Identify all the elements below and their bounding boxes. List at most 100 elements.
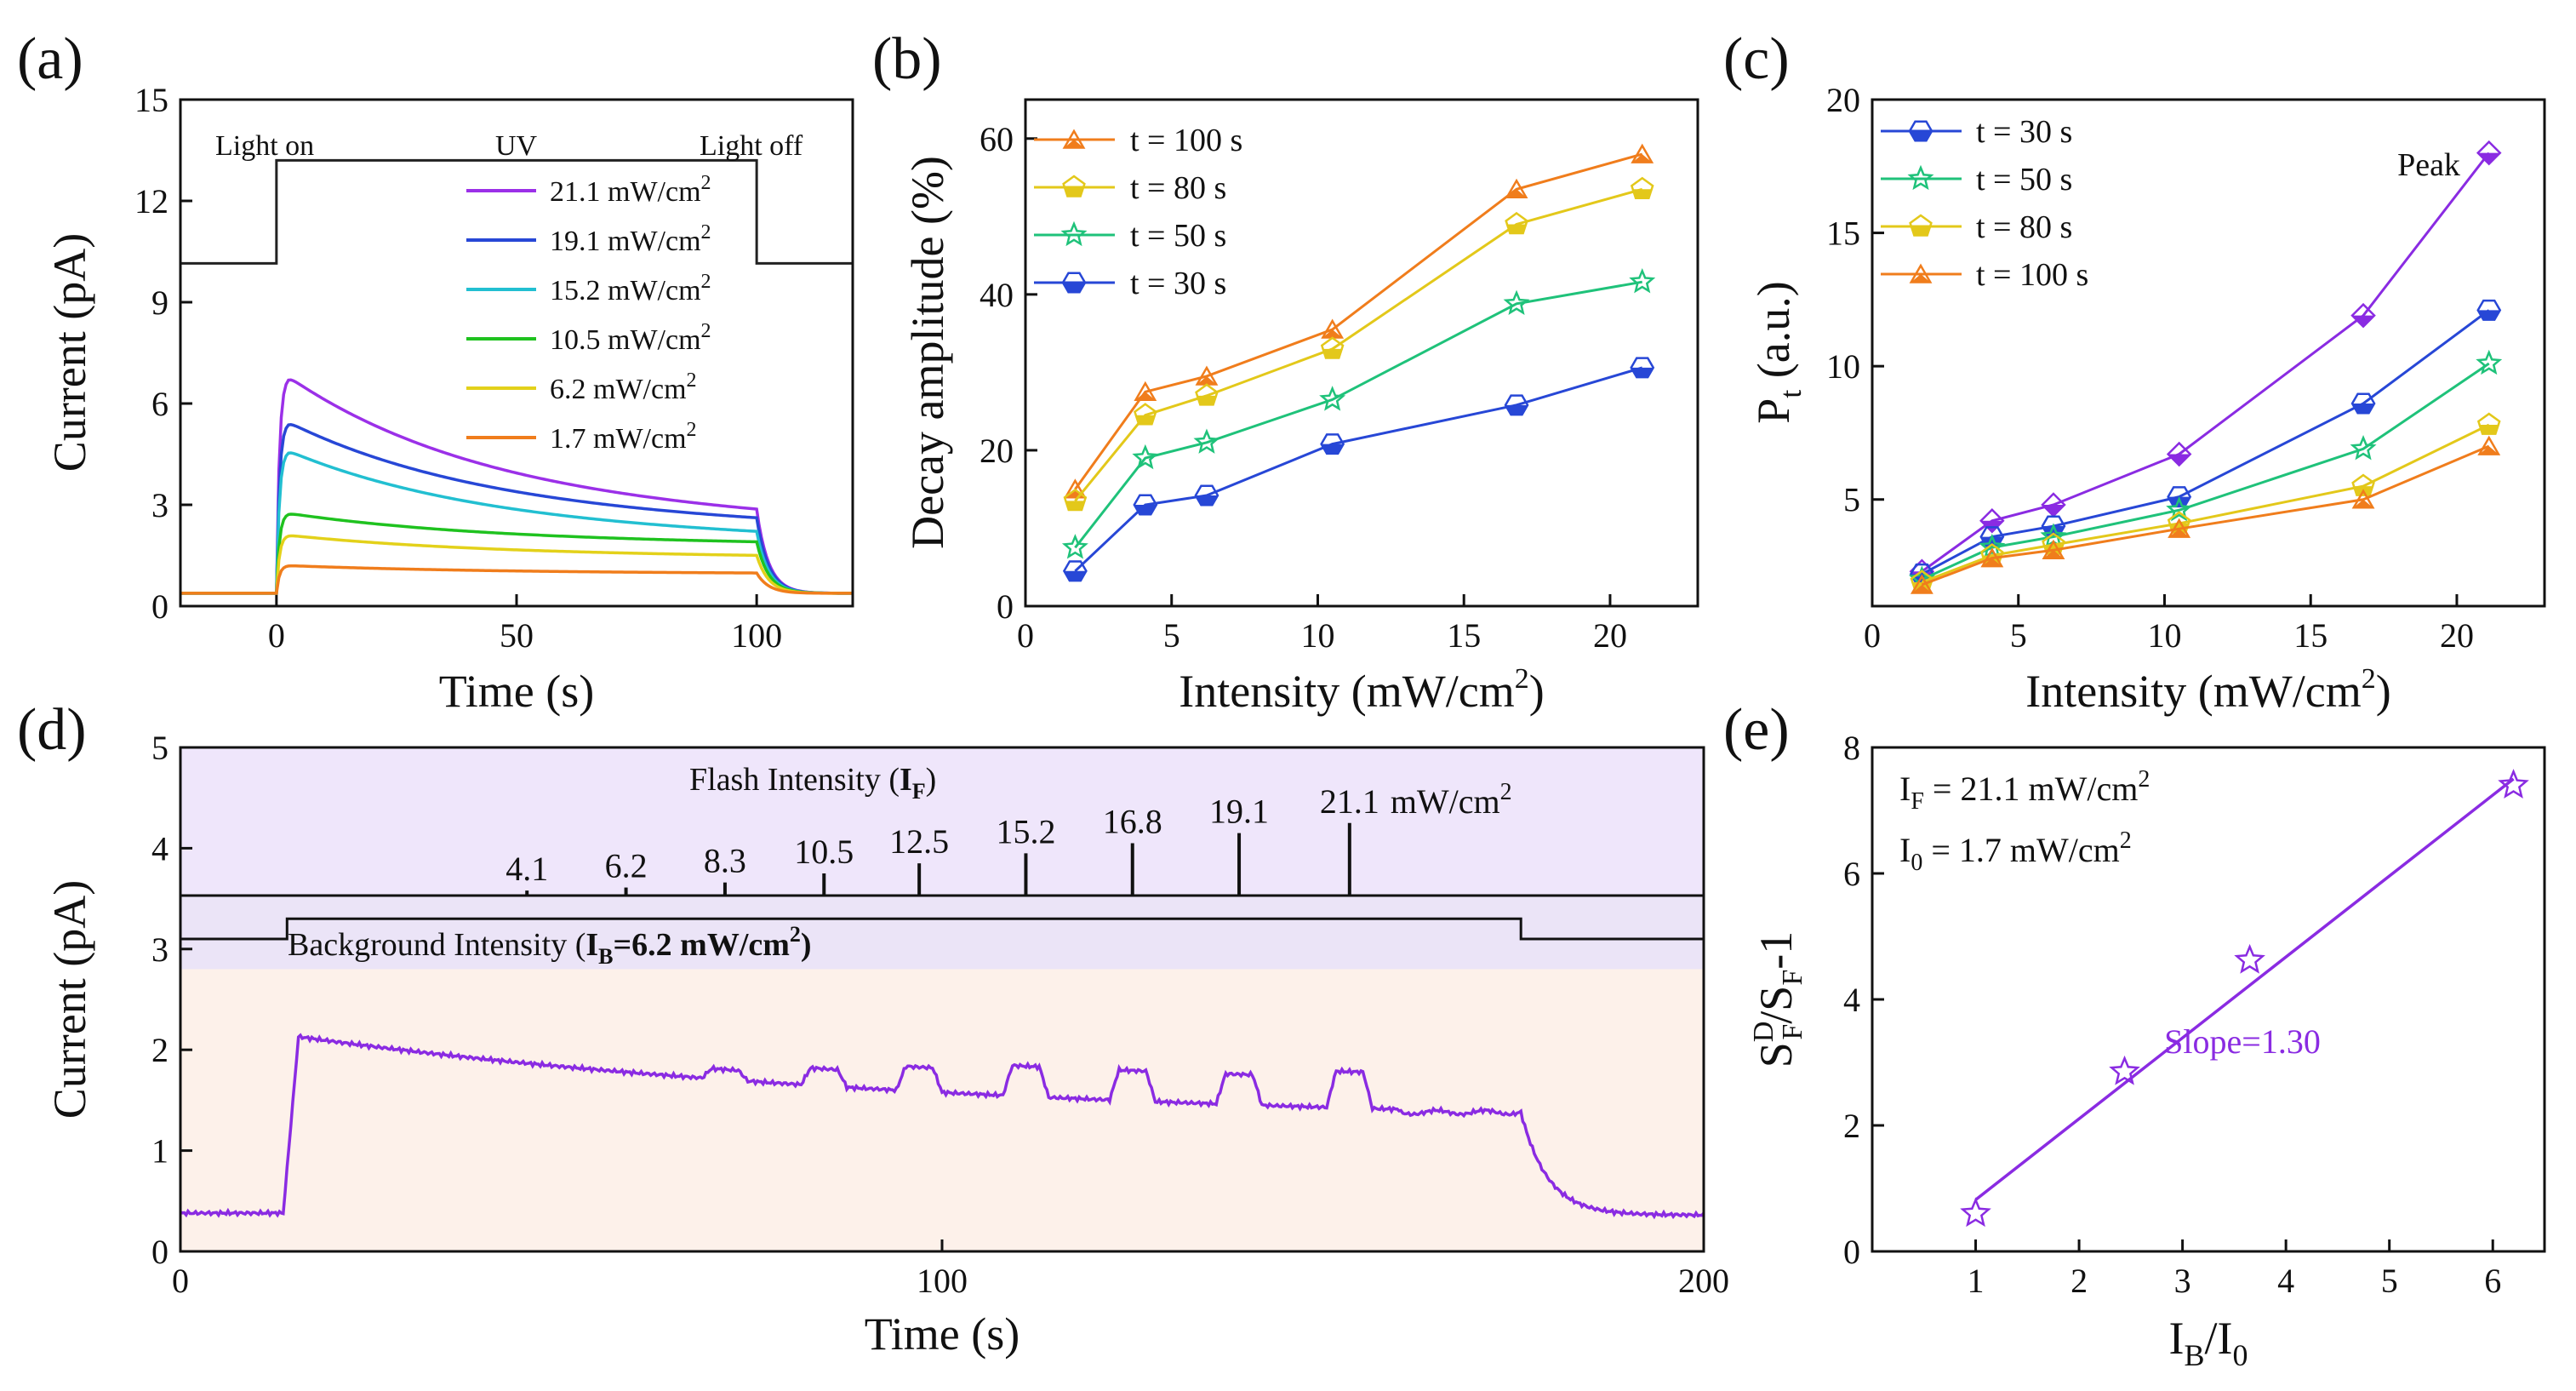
- panel-c-point-fill: [2169, 529, 2189, 537]
- panel-d-flash-label: 6.2: [605, 847, 648, 885]
- panel-c-point-fill: [1912, 584, 1932, 593]
- panel-b-xtick-label: 20: [1593, 616, 1627, 655]
- panel-c-legend-label: t = 30 s: [1976, 114, 2072, 150]
- panel-d-flash-label: 19.1: [1209, 793, 1269, 831]
- panel-d-flash-label: 16.8: [1103, 802, 1162, 840]
- panel-c-series-line: [1921, 423, 2490, 584]
- panel-b-point-fill: [1134, 505, 1157, 515]
- panel-c-series-line: [1921, 362, 2490, 581]
- panel-a-light-off: Light off: [700, 130, 803, 162]
- panel-b-point-fill: [1197, 375, 1217, 385]
- panel-b-series-line: [1074, 280, 1642, 549]
- panel-b-point-fill: [1195, 495, 1218, 506]
- panel-d-frame: [179, 746, 1705, 1253]
- panel-e-ytick-label: 8: [1843, 729, 1860, 767]
- panel-c-xtick-label: 5: [2010, 616, 2027, 655]
- panel-e-annotation-i0: I0 = 1.7 mW/cm2: [1899, 827, 2132, 876]
- panel-c-ytick-label: 10: [1826, 347, 1860, 386]
- panel-d-flash-label: 12.5: [889, 822, 949, 861]
- panel-b-point-fill: [1505, 224, 1528, 233]
- panel-c-point-fill: [2352, 404, 2375, 414]
- panel-b-point-fill: [1064, 570, 1087, 581]
- panel-e-annotation-if: IF = 21.1 mW/cm2: [1899, 766, 2150, 815]
- panel-b-point-fill: [1631, 367, 1654, 378]
- panel-e-xtick-label: 2: [2071, 1262, 2088, 1300]
- panel-b-legend-marker-fill: [1064, 140, 1084, 148]
- panel-b-point: [1061, 534, 1088, 559]
- panel-d-ytick-label: 4: [151, 829, 168, 867]
- panel-a-light-on: Light on: [215, 130, 314, 162]
- panel-b-point: [1193, 428, 1220, 454]
- panel-b-legend-marker-fill: [1063, 187, 1085, 197]
- panel-c-peak-label: Peak: [2397, 147, 2460, 183]
- panel-a-ylabel: Current (pA): [44, 233, 95, 472]
- panel-c-series-line: [1921, 444, 2490, 587]
- panel-c-point-fill: [2352, 315, 2375, 327]
- panel-b-series-line: [1074, 152, 1643, 490]
- panel-a-ytick-label: 12: [134, 182, 168, 220]
- panel-a-series-line: [180, 378, 854, 595]
- panel-b-point-fill: [1134, 415, 1157, 425]
- panel-a-legend-label: 6.2 mW/cm2: [550, 369, 697, 405]
- panel-a-series-line: [180, 451, 854, 595]
- panel-b-ytick-label: 0: [997, 587, 1014, 626]
- panel-c-legend-label: t = 50 s: [1976, 162, 2072, 197]
- panel-d-flash-region: [180, 747, 1704, 896]
- panel-e-xtick-label: 1: [1968, 1262, 1985, 1300]
- panel-d-ylabel: Current (pA): [44, 880, 95, 1119]
- panel-d-background-region: [180, 896, 1704, 970]
- panel-b-xtick-label: 10: [1300, 616, 1334, 655]
- panel-b-legend-label: t = 80 s: [1130, 170, 1226, 206]
- panel-c-xtick-label: 10: [2147, 616, 2181, 655]
- panel-b-xtick-label: 0: [1017, 616, 1034, 655]
- panel-e-xtick-label: 4: [2277, 1262, 2294, 1300]
- panel-c-point: [2476, 349, 2503, 375]
- panel-b: (b) 0 5 10 15 20 0 20 40 60 t = 100 s t = 80 s t = …: [872, 26, 1699, 717]
- panel-c-ytick-label: 5: [1843, 481, 1860, 519]
- panel-a-ytick-label: 15: [134, 81, 168, 119]
- panel-d-flash-label: 21.1: [1320, 782, 1379, 821]
- panel-d-flash-label: 15.2: [996, 812, 1055, 850]
- panel-b-ytick-label: 20: [980, 432, 1014, 470]
- panel-c-ylabel: Pt (a.u.): [1748, 281, 1808, 424]
- panel-b-xtick-label: 15: [1447, 616, 1481, 655]
- panel-b-point-fill: [1322, 329, 1342, 338]
- panel-e-frame: [1871, 746, 2546, 1253]
- panel-a: (a) 0 50 100 0 3 6 9 12 15 21.1 mW/cm2 19.1 mW/cm2…: [17, 26, 854, 717]
- panel-d-current-trace: [180, 1033, 1705, 1220]
- panel-d-flash-label: 10.5: [794, 833, 854, 871]
- panel-c-point-fill: [2168, 454, 2190, 466]
- panel-c-series-line: [1921, 152, 2490, 573]
- panel-e-xtick-label: 5: [2381, 1262, 2398, 1300]
- panel-c-legend-marker: [1907, 164, 1934, 191]
- panel-e-slope-label: Slope=1.30: [2164, 1022, 2321, 1061]
- panel-c-label: (c): [1723, 26, 1790, 92]
- panel-a-legend-label: 21.1 mW/cm2: [550, 172, 711, 208]
- panel-b-point-fill: [1322, 348, 1344, 358]
- panel-b-point-fill: [1631, 189, 1654, 198]
- panel-c-xtick-label: 20: [2440, 616, 2474, 655]
- panel-b-legend-label: t = 30 s: [1130, 266, 1226, 301]
- panel-c-point: [2350, 434, 2377, 461]
- panel-e-point: [2498, 769, 2529, 799]
- panel-b-point-fill: [1196, 395, 1218, 405]
- panel-b-legend-label: t = 50 s: [1130, 218, 1226, 254]
- panel-b-legend-label: t = 100 s: [1130, 123, 1242, 158]
- panel-c-point: [2166, 496, 2193, 522]
- panel-b-ytick-label: 40: [980, 276, 1014, 314]
- panel-b-xtick-label: 5: [1163, 616, 1180, 655]
- panel-a-frame: [179, 98, 854, 608]
- panel-a-light-step: [180, 158, 853, 265]
- panel-d-background-step: [180, 917, 1704, 941]
- panel-c-point: [1979, 533, 2006, 559]
- panel-c-xtick-label: 0: [1864, 616, 1881, 655]
- panel-a-uv: UV: [495, 130, 538, 162]
- panel-e-xlabel: IB/I0: [2169, 1313, 2248, 1372]
- panel-a-xtick-label: 0: [268, 616, 285, 655]
- panel-b-point-fill: [1135, 392, 1156, 400]
- panel-b-point-fill: [1321, 444, 1344, 454]
- panel-c-xlabel: Intensity (mW/cm2): [2025, 663, 2390, 717]
- panel-c-ytick-label: 15: [1826, 215, 1860, 253]
- panel-d-flash-label: 8.3: [704, 842, 746, 880]
